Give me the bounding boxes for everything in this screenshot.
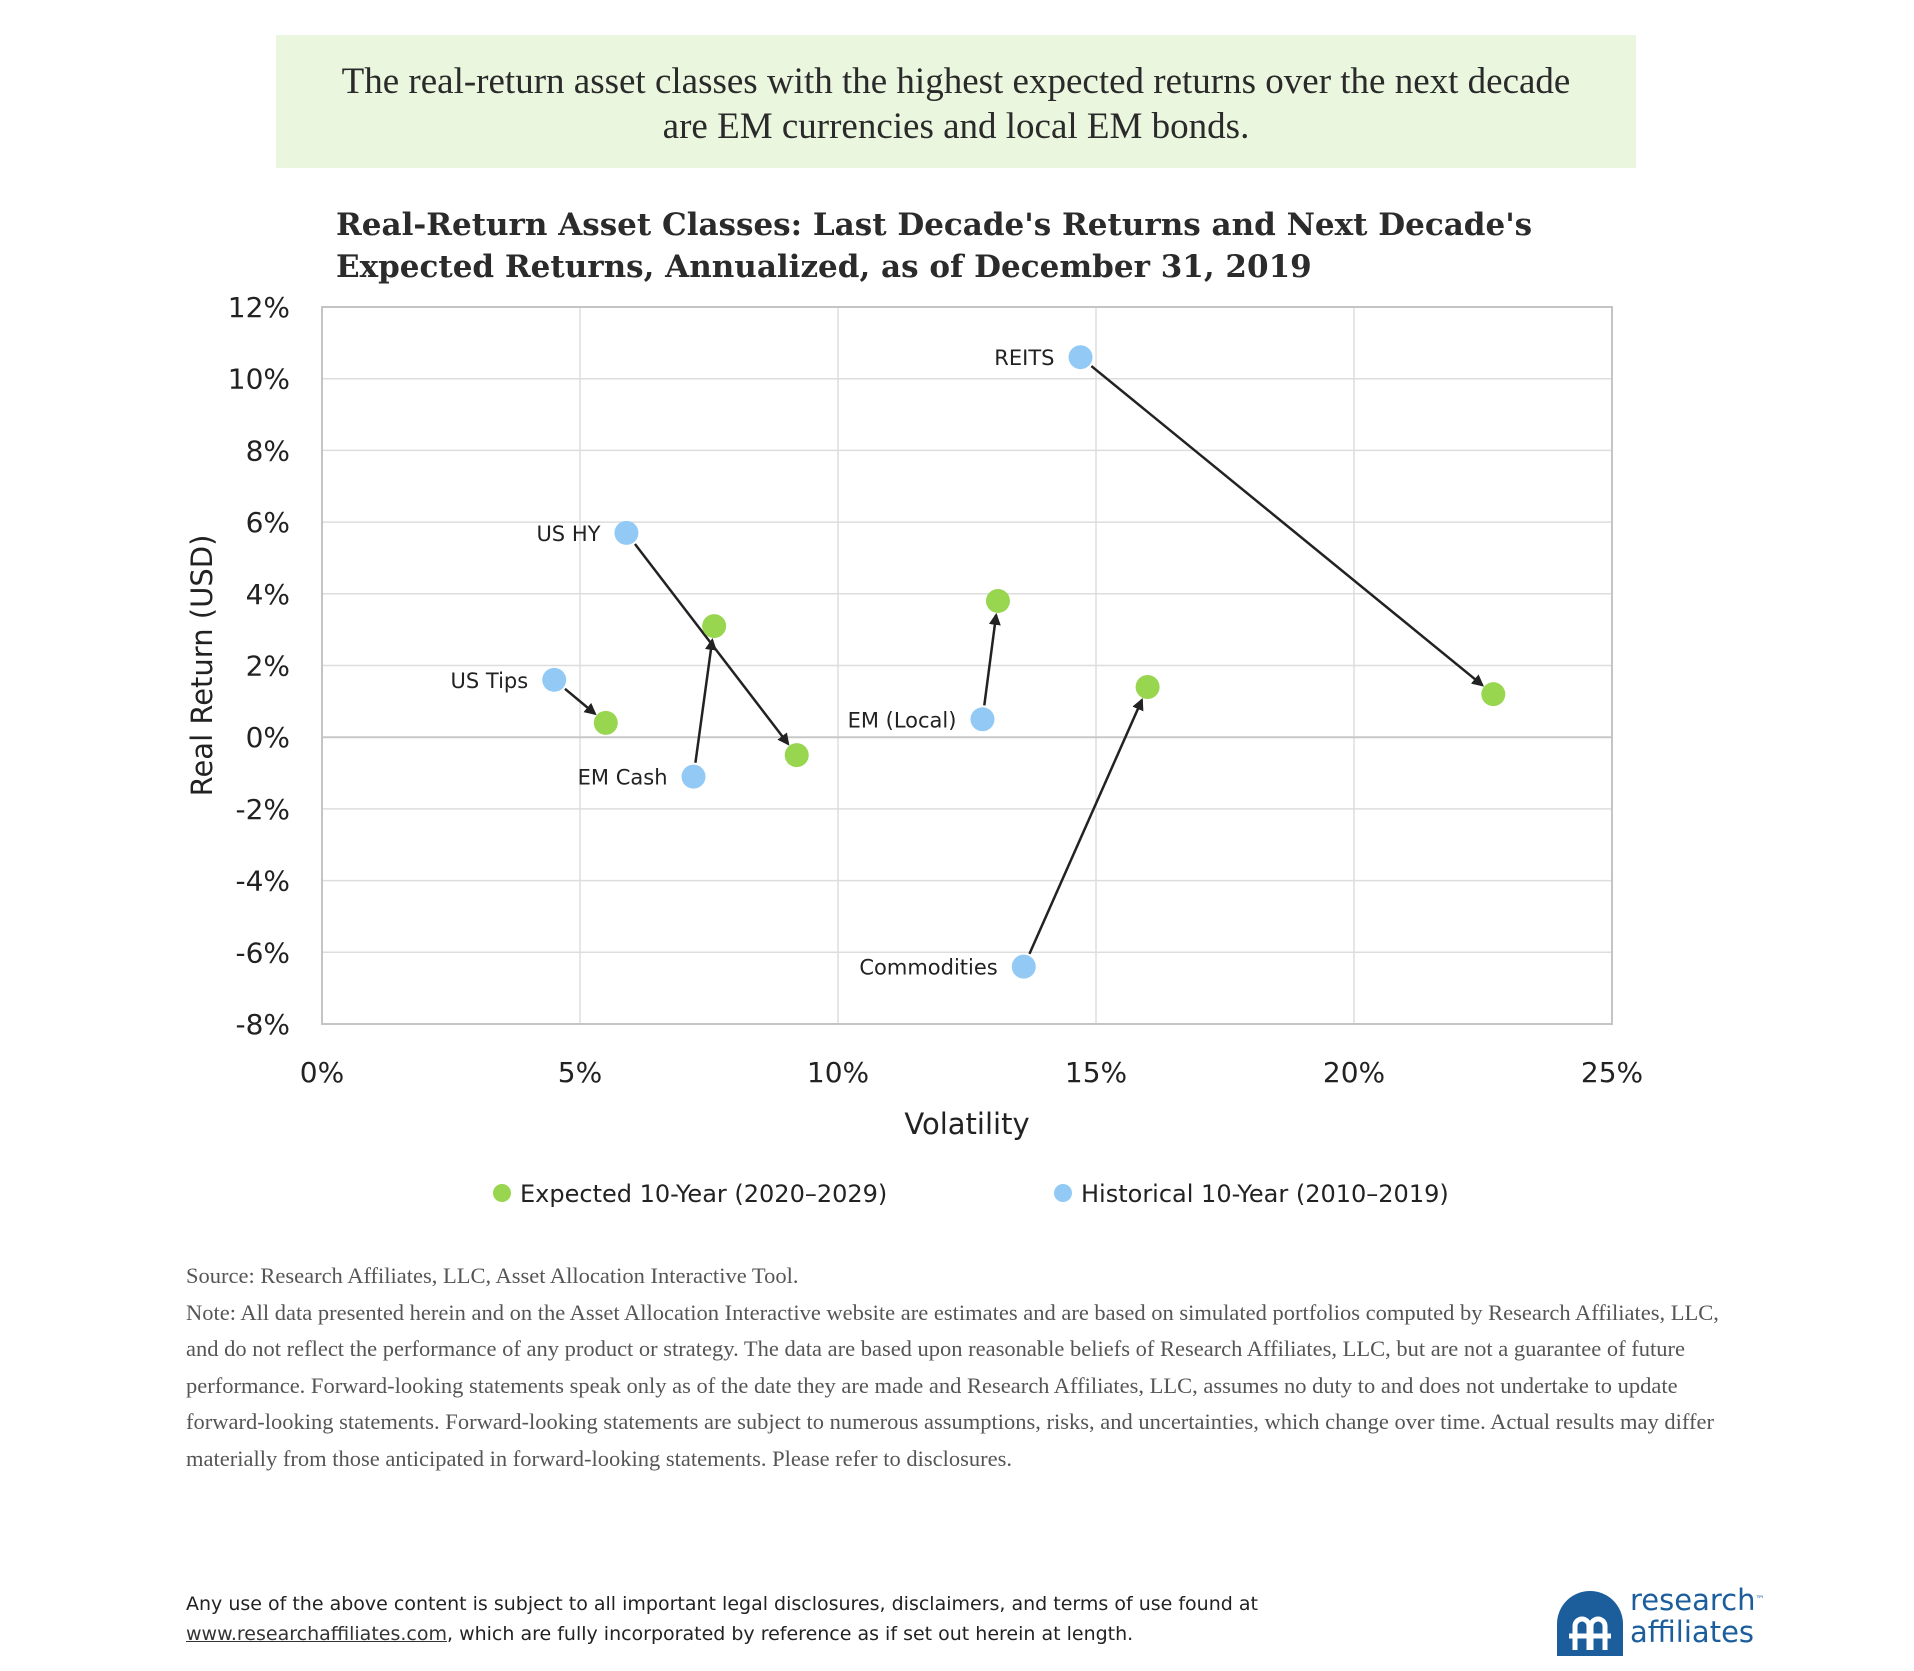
expected-point-em-local xyxy=(985,588,1010,613)
logo-line-1: research xyxy=(1630,1583,1756,1617)
logo-line-2: affiliates xyxy=(1630,1615,1755,1649)
y-tick-label: 4% xyxy=(246,578,290,611)
arrow-us-tips xyxy=(564,687,597,716)
x-tick-label: 10% xyxy=(807,1056,869,1089)
chart-title-line-2: Expected Returns, Annualized, as of Dece… xyxy=(336,249,1312,285)
footer-line-1: Any use of the above content is subject … xyxy=(186,1593,1258,1615)
arrow-em-local- xyxy=(983,612,1001,706)
y-tick-label: -6% xyxy=(235,936,290,969)
plot-area-border xyxy=(321,306,1613,1025)
logo-wordmark: research™ affiliates xyxy=(1630,1584,1764,1648)
y-axis-title: Real Return (USD) xyxy=(185,535,219,797)
y-tick-label: 8% xyxy=(246,434,290,467)
x-tick-label: 5% xyxy=(558,1056,602,1089)
scatter-chart: 0% 5% 10% 15% 20% 25% 12% 10% 8% 6% 4% 2% 0% -2% -4% -6… xyxy=(185,291,1643,1208)
y-tick-label: 0% xyxy=(246,721,290,754)
y-tick-label: 10% xyxy=(228,363,290,396)
website-link[interactable]: www.researchaffiliates.com xyxy=(186,1623,447,1645)
historical-point-us-tips xyxy=(542,667,567,692)
headline-banner: The real-return asset classes with the h… xyxy=(276,35,1636,168)
chart-title-line-1: Real-Return Asset Classes: Last Decade's… xyxy=(336,207,1533,243)
expected-point-us-tips xyxy=(593,710,618,735)
expected-point-em-cash xyxy=(702,614,727,639)
arrow-em-cash xyxy=(694,637,717,763)
y-tick-label: -2% xyxy=(235,793,290,826)
legal-footer: Any use of the above content is subject … xyxy=(186,1589,1386,1649)
legend-label-expected: Expected 10-Year (2020–2029) xyxy=(520,1180,887,1208)
y-tick-label: -8% xyxy=(235,1008,290,1041)
data-label-em-cash: EM Cash xyxy=(578,766,668,790)
expected-point-us-hy xyxy=(784,743,809,768)
footer-line-2-text: , which are fully incorporated by refere… xyxy=(446,1623,1134,1645)
y-tick-label: -4% xyxy=(235,865,290,898)
note-text: Note: All data presented herein and on t… xyxy=(186,1299,1719,1471)
logo-trademark: ™ xyxy=(1755,1595,1765,1605)
historical-point-us-hy xyxy=(614,520,639,545)
chart-title: Real-Return Asset Classes: Last Decade's… xyxy=(336,204,1636,288)
data-label-us-tips: US Tips xyxy=(451,669,529,693)
historical-point-commodities xyxy=(1011,954,1036,979)
x-axis-title: Volatility xyxy=(904,1107,1029,1141)
legend-marker-expected xyxy=(493,1184,511,1202)
arrow-reits xyxy=(1090,365,1485,687)
y-tick-label: 12% xyxy=(228,291,290,324)
headline-text: The real-return asset classes with the h… xyxy=(341,61,1571,147)
x-tick-label: 20% xyxy=(1323,1056,1385,1089)
x-tick-label: 15% xyxy=(1065,1056,1127,1089)
y-tick-label: 2% xyxy=(246,650,290,683)
y-tick-label: 6% xyxy=(246,506,290,539)
data-label-em-local: EM (Local) xyxy=(848,708,957,732)
legend-label-historical: Historical 10-Year (2010–2019) xyxy=(1081,1180,1449,1208)
data-label-commodities: Commodities xyxy=(859,956,997,980)
source-line: Source: Research Affiliates, LLC, Asset … xyxy=(186,1263,799,1288)
historical-point-reits xyxy=(1068,345,1093,370)
arrow-commodities xyxy=(1028,697,1144,955)
expected-point-commodities xyxy=(1135,675,1160,700)
historical-point-em-local xyxy=(970,707,995,732)
research-affiliates-logo: research™ affiliates xyxy=(1555,1584,1775,1656)
source-note: Source: Research Affiliates, LLC, Asset … xyxy=(186,1258,1726,1477)
expected-point-reits xyxy=(1481,682,1506,707)
data-label-us-hy: US HY xyxy=(536,522,600,546)
legend-marker-historical xyxy=(1054,1184,1072,1202)
logo-mark-icon xyxy=(1557,1591,1623,1656)
x-tick-label: 0% xyxy=(300,1056,344,1089)
data-label-reits: REITS xyxy=(994,346,1054,370)
x-tick-label: 25% xyxy=(1581,1056,1643,1089)
footer-line-2: www.researchaffiliates.com, which are fu… xyxy=(186,1619,1386,1649)
historical-point-em-cash xyxy=(681,764,706,789)
